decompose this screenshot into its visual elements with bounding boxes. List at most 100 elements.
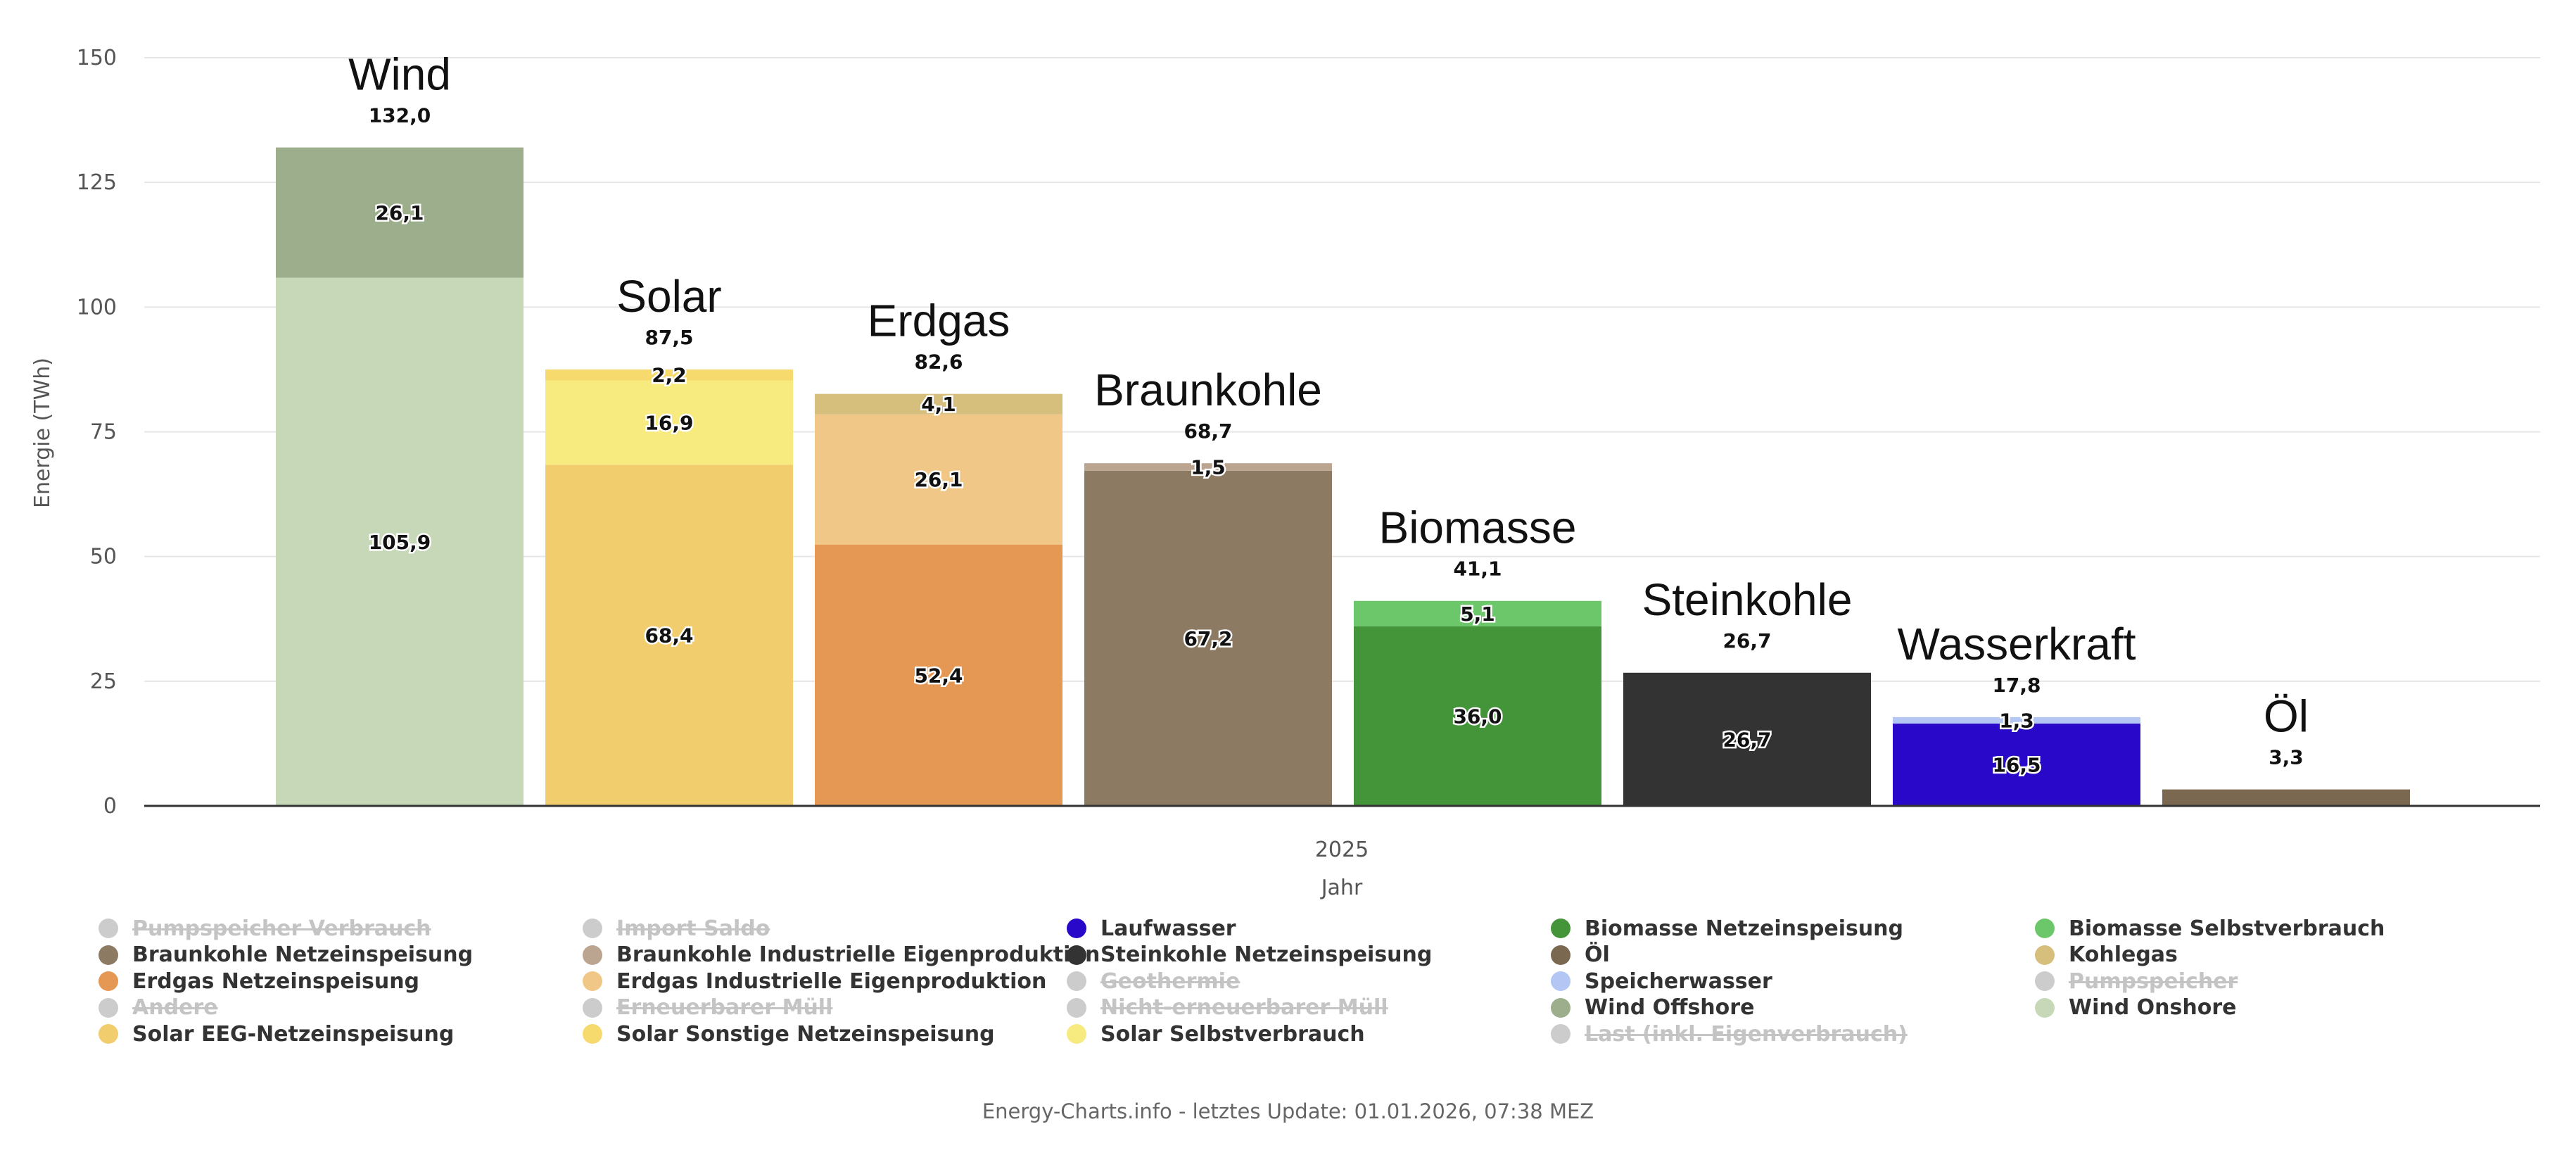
- credits[interactable]: Energy-Charts.info - letztes Update: 01.…: [982, 1099, 1594, 1123]
- bar-category-title: Wasserkraft: [1898, 619, 2136, 669]
- legend-marker-icon: [1067, 997, 1086, 1018]
- legend-marker-icon: [2035, 919, 2055, 938]
- legend-item[interactable]: Import Saldo: [583, 915, 770, 942]
- y-tick-label: 25: [90, 669, 117, 694]
- legend-marker-icon: [99, 1024, 118, 1044]
- segment-data-label: 26,7: [1722, 728, 1771, 751]
- bar-segment[interactable]: [545, 369, 793, 381]
- y-axis-ticks: 0 25 50 75 100 125 150: [77, 46, 117, 819]
- segment-data-label: 16,5: [1992, 754, 2041, 777]
- legend-item[interactable]: Öl: [1551, 942, 1610, 968]
- bar-4[interactable]: 36,0 5,1 41,1 Biomasse: [1354, 503, 1601, 806]
- bar-segment[interactable]: [1084, 463, 1332, 471]
- legend-marker-icon: [583, 1024, 602, 1044]
- legend-label: Braunkohle Netzeinspeisung: [132, 942, 474, 967]
- bar-category-title: Erdgas: [868, 296, 1010, 346]
- legend-item[interactable]: Last (inkl. Eigenverbrauch): [1551, 1021, 1908, 1047]
- legend-item[interactable]: Erdgas Netzeinspeisung: [99, 968, 419, 995]
- legend-item[interactable]: Geothermie: [1067, 968, 1240, 995]
- bar-segment[interactable]: [815, 544, 1062, 806]
- legend-item[interactable]: Erdgas Industrielle Eigenproduktion: [583, 968, 1046, 995]
- legend-item[interactable]: Solar Selbstverbrauch: [1067, 1021, 1365, 1047]
- bar-0[interactable]: 105,9 26,1 132,0 Wind: [276, 49, 524, 807]
- segment-data-label: 105,9: [369, 531, 431, 554]
- y-grid: [144, 57, 2540, 682]
- legend-item[interactable]: Nicht-erneuerbarer Müll: [1067, 995, 1388, 1021]
- legend-label: Erdgas Industrielle Eigenproduktion: [616, 968, 1047, 994]
- legend-label: Öl: [1585, 942, 1610, 967]
- bar-5[interactable]: 26,7 26,7 Steinkohle: [1623, 574, 1871, 806]
- legend-item[interactable]: Solar EEG-Netzeinspeisung: [99, 1021, 454, 1047]
- bar-7[interactable]: 3,3 Öl: [2162, 691, 2410, 806]
- bar-segment[interactable]: [276, 277, 524, 807]
- legend-marker-icon: [583, 919, 602, 938]
- legend-label: Biomasse Selbstverbrauch: [2069, 916, 2385, 941]
- legend-item[interactable]: Wind Onshore: [2035, 995, 2236, 1021]
- segment-data-label: 68,4: [645, 624, 693, 648]
- legend-label: Erdgas Netzeinspeisung: [132, 968, 420, 994]
- segment-data-label: 4,1: [921, 393, 956, 416]
- legend-label: Last (inkl. Eigenverbrauch): [1585, 1021, 1908, 1047]
- segment-data-label: 2,2: [652, 364, 687, 387]
- legend-label: Biomasse Netzeinspeisung: [1585, 916, 1904, 941]
- segment-data-label: 16,9: [645, 411, 693, 434]
- legend-marker-icon: [583, 945, 602, 965]
- y-tick-label: 125: [77, 170, 117, 195]
- legend-item[interactable]: Biomasse Selbstverbrauch: [2035, 915, 2385, 942]
- legend-item[interactable]: Pumpspeicher Verbrauch: [99, 915, 431, 942]
- legend-item[interactable]: Biomasse Netzeinspeisung: [1551, 915, 1903, 942]
- bar-category-title: Steinkohle: [1642, 574, 1853, 625]
- legend-item[interactable]: Steinkohle Netzeinspeisung: [1067, 942, 1432, 968]
- legend-label: Pumpspeicher: [2069, 968, 2238, 994]
- bar-segment[interactable]: [1623, 672, 1871, 806]
- legend-label: Geothermie: [1100, 968, 1241, 994]
- legend-marker-icon: [1551, 971, 1571, 991]
- bar-total-label: 17,8: [1992, 674, 2041, 697]
- legend-marker-icon: [1551, 919, 1571, 938]
- bar-total-label: 68,7: [1184, 419, 1232, 443]
- bar-1[interactable]: 68,4 16,9 2,2 87,5 Solar: [545, 271, 793, 806]
- legend-item[interactable]: Kohlegas: [2035, 942, 2178, 968]
- y-tick-label: 100: [77, 295, 117, 320]
- legend-marker-icon: [2035, 971, 2055, 991]
- bar-segment[interactable]: [276, 147, 524, 278]
- legend-label: Braunkohle Industrielle Eigenproduktion: [616, 942, 1100, 967]
- legend-item[interactable]: Pumpspeicher: [2035, 968, 2238, 995]
- legend-marker-icon: [2035, 997, 2055, 1018]
- legend-item[interactable]: Braunkohle Industrielle Eigenproduktion: [583, 942, 1100, 968]
- bar-segment[interactable]: [2162, 789, 2410, 806]
- segment-data-label: 26,1: [914, 468, 963, 491]
- bar-total-label: 41,1: [1453, 557, 1502, 581]
- legend-label: Speicherwasser: [1585, 968, 1772, 994]
- bar-segment[interactable]: [815, 414, 1062, 545]
- bar-segment[interactable]: [815, 393, 1062, 415]
- legend-item[interactable]: Erneuerbarer Müll: [583, 995, 832, 1021]
- legend-item[interactable]: Solar Sonstige Netzeinspeisung: [583, 1021, 995, 1047]
- legend-marker-icon: [1551, 945, 1571, 965]
- legend-item[interactable]: Andere: [99, 995, 218, 1021]
- legend-item[interactable]: Speicherwasser: [1551, 968, 1772, 995]
- legend-marker-icon: [583, 971, 602, 991]
- bar-segment[interactable]: [545, 380, 793, 465]
- bar-segment[interactable]: [1084, 470, 1332, 806]
- bar-total-label: 132,0: [369, 104, 431, 127]
- bar-3[interactable]: 67,2 1,5 68,7 Braunkohle: [1084, 365, 1332, 806]
- legend-item[interactable]: Wind Offshore: [1551, 995, 1754, 1021]
- y-axis-title: Energie (TWh): [30, 358, 55, 508]
- bar-segment[interactable]: [1893, 724, 2140, 806]
- bar-segment[interactable]: [1354, 600, 1601, 626]
- legend-marker-icon: [1551, 1024, 1571, 1044]
- bar-total-label: 87,5: [645, 326, 693, 349]
- legend-item[interactable]: Laufwasser: [1067, 915, 1236, 942]
- legend-marker-icon: [99, 997, 118, 1018]
- bar-6[interactable]: 16,5 1,3 17,8 Wasserkraft: [1893, 619, 2140, 806]
- bar-segment[interactable]: [545, 465, 793, 806]
- bar-category-title: Biomasse: [1379, 503, 1577, 553]
- bar-2[interactable]: 52,4 26,1 4,1 82,6 Erdgas: [815, 296, 1062, 806]
- bar-segment[interactable]: [1893, 717, 2140, 724]
- legend-marker-icon: [1067, 945, 1086, 965]
- legend-marker-icon: [1067, 1024, 1086, 1044]
- segment-data-label: 36,0: [1453, 705, 1502, 728]
- legend-item[interactable]: Braunkohle Netzeinspeisung: [99, 942, 473, 968]
- bar-segment[interactable]: [1354, 626, 1601, 806]
